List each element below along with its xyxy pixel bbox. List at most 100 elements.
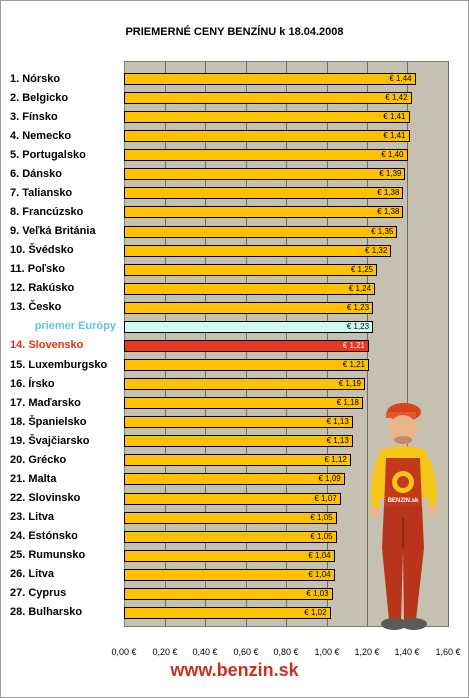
value-label: € 1,40	[381, 150, 404, 160]
x-tick-label: 0,40 €	[192, 647, 218, 657]
category-label: 12. Rakúsko	[10, 282, 75, 295]
value-label: € 1,32	[365, 245, 388, 255]
value-label: € 1,12	[324, 455, 347, 465]
value-label: € 1,23	[346, 302, 370, 312]
bar	[124, 606, 331, 619]
category-label: 15. Luxemburgsko	[10, 358, 108, 371]
category-label: 6. Dánsko	[10, 167, 62, 180]
bar	[124, 435, 353, 448]
bar	[124, 397, 363, 410]
category-label: 17. Maďarsko	[10, 396, 81, 409]
category-label: 7. Taliansko	[10, 186, 73, 199]
category-label: 20. Grécko	[10, 453, 67, 466]
bar	[124, 149, 408, 162]
footer-site-link[interactable]: www.benzin.sk	[170, 660, 299, 680]
x-tick-label: 0,80 €	[273, 647, 299, 657]
bar	[124, 416, 353, 429]
grid-line	[448, 61, 449, 627]
category-label: 13. Česko	[10, 301, 62, 314]
bar	[124, 492, 341, 505]
value-label: € 1,35	[371, 226, 394, 236]
value-label: € 1,03	[306, 588, 329, 598]
bar	[124, 587, 333, 600]
category-label: 28. Bulharsko	[10, 606, 83, 619]
value-label: € 1,24	[348, 283, 372, 293]
category-label: 1. Nórsko	[10, 72, 61, 85]
mascot-worker-icon: BENZIN.sk	[369, 403, 438, 630]
bar	[124, 263, 378, 276]
x-tick-label: 1,20 €	[354, 647, 380, 657]
bar	[124, 473, 345, 486]
bar	[124, 130, 410, 143]
bar	[124, 454, 351, 467]
value-label: € 1,18	[336, 398, 359, 408]
value-label: € 1,38	[377, 207, 400, 217]
category-label: 8. Francúzsko	[10, 205, 84, 218]
bar	[124, 359, 370, 372]
bar	[124, 244, 392, 257]
x-tick-label: 1,60 €	[435, 647, 461, 657]
category-label: 25. Rumunsko	[10, 549, 86, 562]
x-tick-label: 0,60 €	[233, 647, 259, 657]
value-label: € 1,05	[310, 512, 333, 522]
category-label: 23. Litva	[10, 511, 55, 524]
x-tick-label: 0,00 €	[111, 647, 137, 657]
bar	[124, 73, 416, 85]
grid-line	[407, 61, 408, 627]
value-label: € 1,38	[377, 188, 400, 198]
bar	[124, 187, 404, 200]
category-label: 18. Španielsko	[10, 415, 87, 428]
bar	[124, 206, 404, 219]
category-label: 3. Fínsko	[10, 110, 58, 123]
category-label: 24. Estónsko	[10, 530, 78, 543]
category-label: 5. Portugalsko	[10, 148, 86, 161]
highlight-bar	[124, 339, 370, 352]
value-label: € 1,04	[308, 569, 331, 579]
category-label: 10. Švédsko	[10, 244, 74, 257]
bar	[124, 282, 376, 295]
bar	[124, 225, 398, 238]
average-bar	[124, 320, 374, 333]
x-tick-label: 1,40 €	[394, 647, 420, 657]
x-tick-label: 0,20 €	[152, 647, 178, 657]
category-label: 26. Litva	[10, 568, 55, 581]
value-label: € 1,21	[342, 340, 366, 350]
category-label: 21. Malta	[10, 472, 57, 485]
value-label: € 1,19	[338, 379, 361, 389]
value-label: € 1,41	[383, 131, 406, 141]
value-label: € 1,07	[314, 493, 337, 503]
bar	[124, 511, 337, 524]
x-tick-label: 1,00 €	[314, 647, 340, 657]
value-label: € 1,02	[304, 607, 327, 617]
category-label: 11. Poľsko	[10, 263, 65, 276]
category-label: 9. Veľká Británia	[10, 225, 96, 238]
value-label: € 1,41	[383, 112, 406, 122]
category-label: 19. Švajčiarsko	[10, 434, 90, 447]
value-label: € 1,44	[389, 74, 412, 83]
category-label: 14. Slovensko	[10, 339, 84, 352]
value-label: € 1,42	[385, 93, 408, 103]
value-label: € 1,05	[310, 531, 333, 541]
value-label: € 1,13	[326, 417, 349, 427]
value-label: € 1,13	[326, 436, 349, 446]
value-label: € 1,09	[318, 474, 341, 484]
bar	[124, 301, 374, 314]
category-label: 27. Cyprus	[10, 587, 67, 600]
bar	[124, 530, 337, 543]
category-label: 2. Belgicko	[10, 91, 69, 104]
bar	[124, 168, 406, 181]
value-label: € 1,23	[346, 321, 370, 331]
chart-title: PRIEMERNÉ CENY BENZÍNU k 18.04.2008	[125, 26, 344, 38]
category-label: 22. Slovinsko	[10, 492, 81, 505]
bar	[124, 568, 335, 581]
bar	[124, 549, 335, 562]
category-label: 16. Írsko	[10, 377, 55, 390]
bar	[124, 92, 412, 105]
value-label: € 1,04	[308, 550, 331, 560]
category-label: 4. Nemecko	[10, 129, 72, 142]
bar	[124, 111, 410, 124]
value-label: € 1,25	[350, 264, 374, 274]
bar	[124, 378, 365, 391]
value-label: € 1,21	[342, 360, 366, 370]
value-label: € 1,39	[379, 169, 402, 179]
